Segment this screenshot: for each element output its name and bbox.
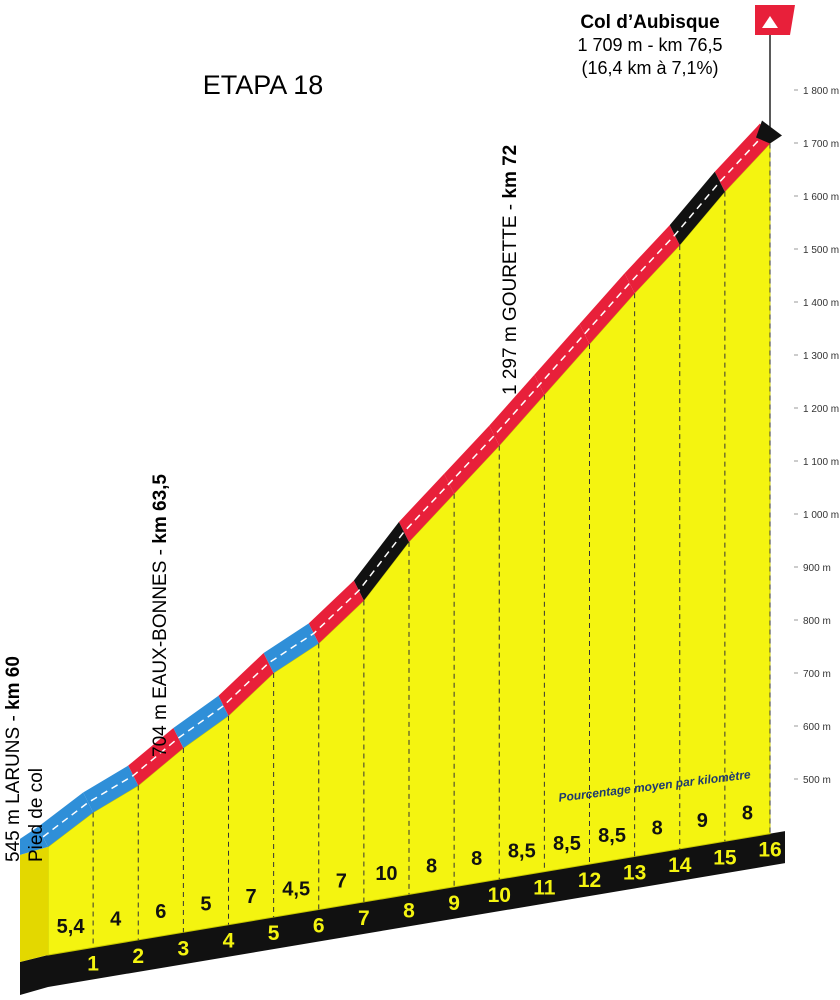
annotation-km: km 63,5 bbox=[150, 474, 171, 544]
gradient-label: 8 bbox=[742, 802, 753, 824]
annotation-sub: Pied de col bbox=[26, 768, 47, 862]
profile: 5,41426354754,5677108898108,5118,5128,51… bbox=[20, 120, 785, 995]
ridge bbox=[42, 133, 766, 838]
summit-icon bbox=[762, 16, 778, 28]
summit-flag bbox=[755, 5, 795, 35]
base-band bbox=[20, 831, 785, 995]
km-label: 11 bbox=[533, 877, 556, 900]
gradient-segment bbox=[714, 123, 770, 192]
annotation-km: km 60 bbox=[3, 656, 24, 710]
km-label: 6 bbox=[313, 915, 325, 938]
annotation-text: 545 m LARUNS - bbox=[3, 710, 24, 862]
gradient-label: 4,5 bbox=[282, 878, 310, 900]
gradient-segment bbox=[308, 580, 364, 644]
annotation: 1 297 m GOURETTE - km 72 bbox=[500, 145, 521, 395]
km-label: 5 bbox=[268, 922, 280, 945]
km-label: 14 bbox=[668, 854, 692, 877]
gradient-label: 7 bbox=[336, 871, 347, 893]
y-tick-label: 500 m bbox=[803, 775, 831, 786]
summit-info: 1 709 m - km 76,5 bbox=[577, 35, 722, 55]
summit-info: (16,4 km à 7,1%) bbox=[581, 58, 718, 78]
y-tick-label: 800 m bbox=[803, 616, 831, 627]
y-tick-label: 1 400 m bbox=[803, 298, 839, 309]
chart-title: ETAPA 18 bbox=[203, 70, 324, 100]
y-tick-label: 1 600 m bbox=[803, 192, 839, 203]
km-label: 9 bbox=[448, 892, 460, 915]
km-label: 3 bbox=[178, 937, 190, 960]
gradient-label: 4 bbox=[110, 909, 122, 931]
gradient-label: 5,4 bbox=[57, 916, 86, 938]
km-label: 7 bbox=[358, 907, 370, 930]
km-label: 4 bbox=[223, 930, 235, 953]
summit-name: Col d’Aubisque bbox=[580, 12, 719, 33]
annotation-km: km 72 bbox=[500, 145, 521, 199]
gradient-label: 6 bbox=[155, 901, 166, 923]
annotation: 545 m LARUNS - km 60 bbox=[3, 656, 24, 862]
y-tick-label: 1 100 m bbox=[803, 457, 839, 468]
km-label: 8 bbox=[403, 899, 415, 922]
stripe-front bbox=[20, 826, 48, 855]
gradient-label: 9 bbox=[697, 810, 708, 832]
summit-cap bbox=[756, 120, 782, 144]
y-tick-label: 900 m bbox=[803, 563, 831, 574]
y-tick-label: 1 200 m bbox=[803, 404, 839, 415]
y-tick-label: 1 500 m bbox=[803, 245, 839, 256]
gradient-label: 8 bbox=[652, 818, 663, 840]
km-label: 15 bbox=[713, 846, 737, 869]
y-tick-label: 1 300 m bbox=[803, 351, 839, 362]
annotation-text: 1 297 m GOURETTE - bbox=[500, 199, 521, 395]
y-tick-label: 1 000 m bbox=[803, 510, 839, 521]
y-tick-label: 1 800 m bbox=[803, 86, 839, 97]
gradient-label: 10 bbox=[375, 863, 397, 885]
y-tick-label: 600 m bbox=[803, 722, 831, 733]
km-label: 10 bbox=[488, 884, 511, 907]
y-tick-label: 700 m bbox=[803, 669, 831, 680]
gradient-label: 8,5 bbox=[508, 840, 536, 862]
gradient-label: 8 bbox=[471, 848, 482, 870]
gradient-label: 8 bbox=[426, 856, 437, 878]
y-tick-label: 1 700 m bbox=[803, 139, 839, 150]
gradient-label: 8,5 bbox=[598, 825, 626, 847]
annotation-text: 704 m EAUX-BONNES - bbox=[150, 544, 171, 757]
km-label: 1 bbox=[87, 952, 99, 975]
km-label: 13 bbox=[623, 861, 646, 884]
annotation: 704 m EAUX-BONNES - km 63,5 bbox=[150, 474, 171, 757]
gradient-label: 8,5 bbox=[553, 833, 581, 855]
km-label: 16 bbox=[758, 839, 781, 862]
gradient-segment bbox=[83, 765, 139, 813]
km-label: 2 bbox=[132, 945, 144, 968]
gradient-segment bbox=[579, 273, 635, 345]
gradient-label: 5 bbox=[200, 893, 211, 915]
gradient-label: 7 bbox=[246, 886, 257, 908]
km-label: 12 bbox=[578, 869, 601, 892]
profile-front bbox=[20, 846, 48, 962]
gradient-segment bbox=[444, 425, 500, 494]
